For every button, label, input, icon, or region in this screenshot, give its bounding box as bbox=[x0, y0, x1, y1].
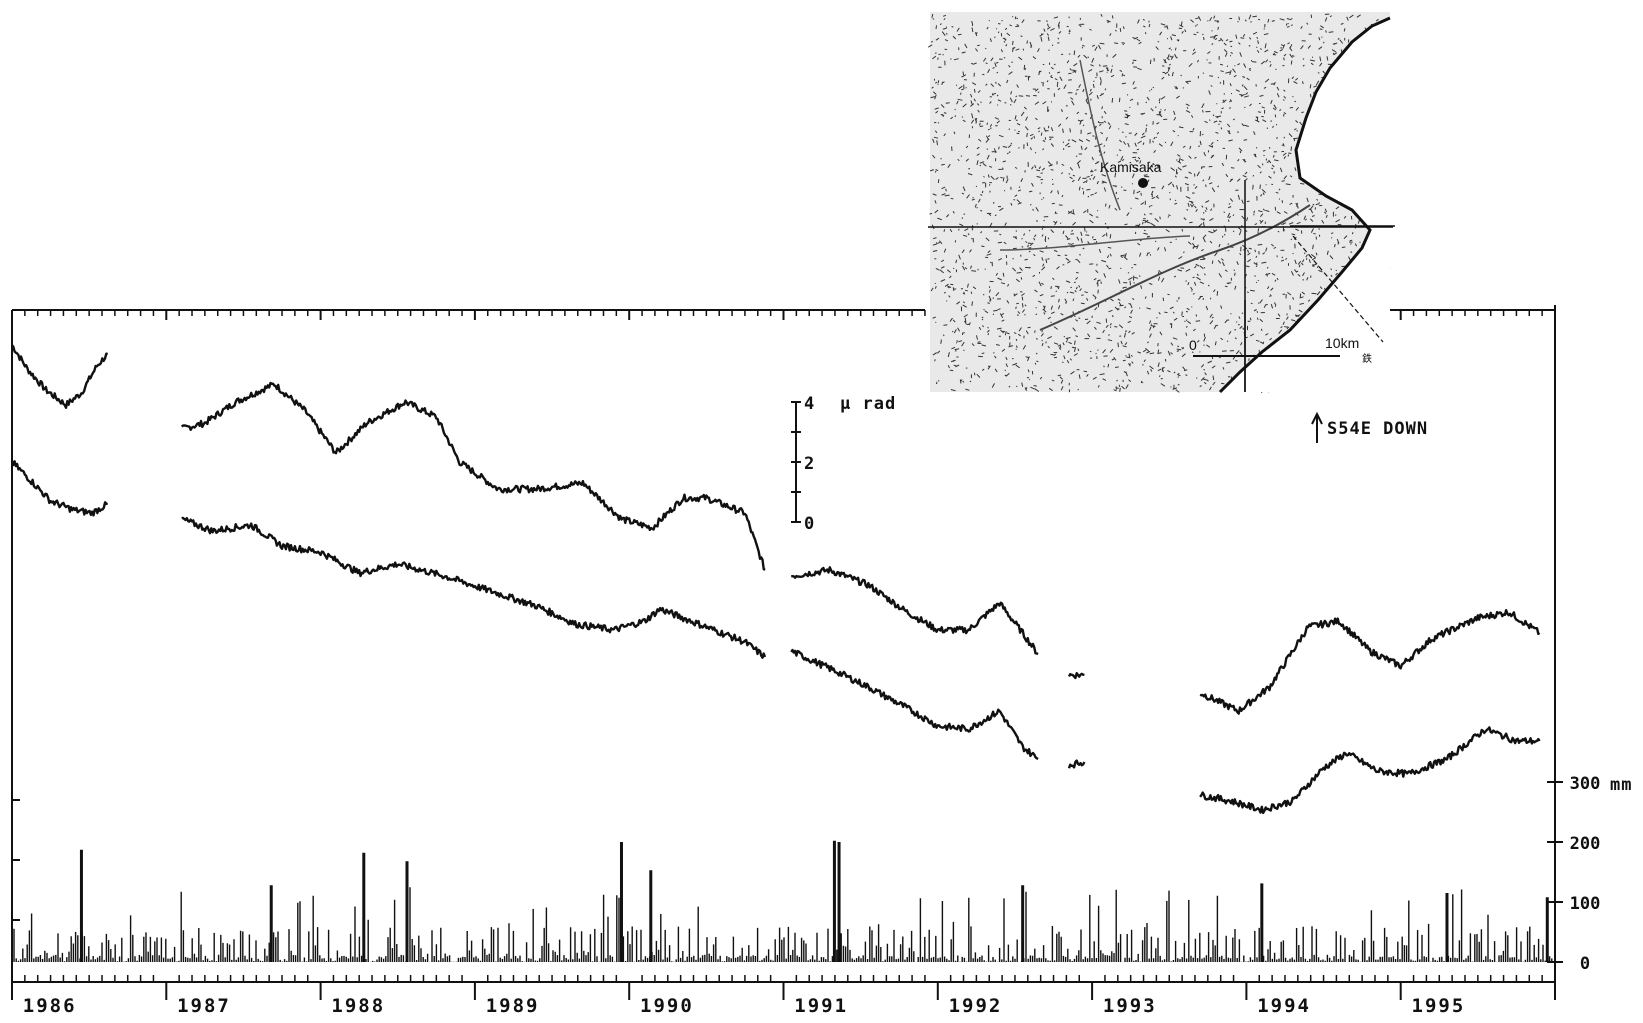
tilt-scale-label-2: 2 bbox=[804, 454, 814, 474]
year-label: 1986 bbox=[23, 995, 77, 1017]
tilt-scale-unit: μ rad bbox=[840, 394, 896, 414]
direction-annotation: S54E DOWN bbox=[1311, 411, 1428, 443]
year-label: 1994 bbox=[1257, 995, 1311, 1017]
station-label: Kamisaka bbox=[1100, 159, 1162, 175]
scale-mark: 鉄 bbox=[1362, 352, 1372, 365]
precip-bar-texture bbox=[13, 887, 1553, 962]
year-label: 1992 bbox=[949, 995, 1003, 1017]
scale-end-label: 10km bbox=[1325, 335, 1359, 351]
map-leader-line bbox=[1292, 235, 1384, 343]
year-label: 1989 bbox=[486, 995, 540, 1017]
plot-frame bbox=[11, 305, 1556, 1000]
map-inset: Kamisaka 0 10km 鉄 bbox=[927, 12, 1395, 394]
year-label: 1991 bbox=[794, 995, 848, 1017]
bottom-month-ticks bbox=[11, 975, 1556, 1000]
precip-tick-label: 100 bbox=[1570, 894, 1601, 914]
tilt-trace-1-segment bbox=[180, 381, 766, 571]
left-axis-ticks bbox=[12, 799, 20, 921]
map-sea bbox=[1220, 12, 1390, 392]
precipitation-unit: mm bbox=[1610, 775, 1632, 795]
year-label: 1990 bbox=[640, 995, 694, 1017]
tilt-trace-1-segment bbox=[791, 566, 1039, 656]
map-coastline bbox=[1218, 16, 1391, 394]
year-label: 1993 bbox=[1103, 995, 1157, 1017]
tilt-traces bbox=[10, 344, 1541, 815]
top-month-ticks bbox=[11, 310, 1556, 320]
tilt-scale-bar: 4 2 0 μ rad bbox=[791, 394, 896, 534]
map-road bbox=[1039, 204, 1311, 331]
scale-start-label: 0 bbox=[1189, 337, 1197, 353]
tilt-trace-1-segment bbox=[1199, 609, 1541, 715]
precipitation-axis: mm 0 100 200 300 bbox=[1547, 774, 1632, 974]
tilt-scale-label-0: 0 bbox=[804, 514, 814, 534]
year-label: 1995 bbox=[1412, 995, 1466, 1017]
year-label: 1988 bbox=[331, 995, 385, 1017]
tilt-trace-2-segment bbox=[10, 460, 108, 517]
year-axis: 1986 1987 1988 1989 1990 1991 1992 1993 1994 1995 bbox=[23, 995, 1466, 1017]
direction-label: S54E DOWN bbox=[1327, 419, 1428, 439]
precip-tick-label: 200 bbox=[1570, 834, 1601, 854]
up-arrow-icon bbox=[1311, 411, 1323, 425]
station-marker-icon bbox=[1138, 178, 1148, 188]
map-road bbox=[1079, 59, 1121, 211]
tilt-trace-2-segment bbox=[181, 516, 767, 659]
year-label: 1987 bbox=[177, 995, 231, 1017]
tilt-trace-2-segment bbox=[1199, 726, 1541, 815]
tilt-scale-label-4: 4 bbox=[804, 394, 814, 414]
tilt-trace-1-segment bbox=[1067, 672, 1085, 680]
precip-tick-label: 300 bbox=[1570, 774, 1601, 794]
tilt-trace-2-segment bbox=[790, 648, 1039, 761]
map-road bbox=[999, 235, 1191, 251]
tilt-trace-1-segment bbox=[11, 344, 108, 409]
precip-tick-label: 0 bbox=[1580, 954, 1590, 974]
precipitation-bars bbox=[13, 840, 1553, 962]
tilt-trace-2-segment bbox=[1067, 759, 1086, 769]
map-roads bbox=[999, 59, 1311, 331]
